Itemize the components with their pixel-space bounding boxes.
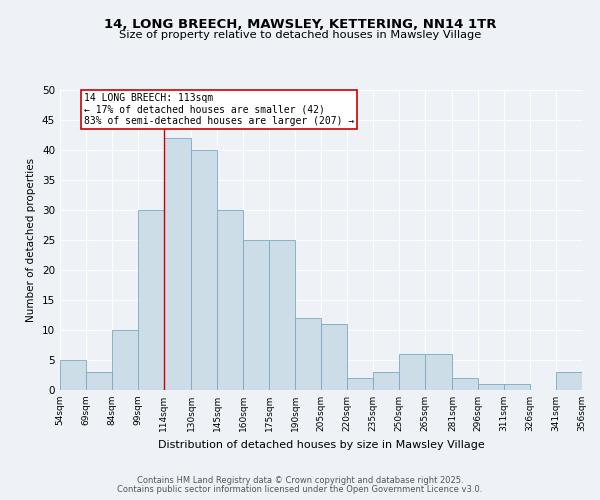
Text: Size of property relative to detached houses in Mawsley Village: Size of property relative to detached ho…	[119, 30, 481, 40]
Bar	[138, 210, 164, 390]
Bar	[191, 150, 217, 390]
Bar	[164, 138, 191, 390]
Bar	[478, 384, 504, 390]
Bar	[425, 354, 452, 390]
Bar	[295, 318, 321, 390]
Bar	[60, 360, 86, 390]
Bar	[399, 354, 425, 390]
Bar	[112, 330, 138, 390]
Bar	[347, 378, 373, 390]
Bar	[556, 372, 582, 390]
Bar	[217, 210, 243, 390]
Text: 14, LONG BREECH, MAWSLEY, KETTERING, NN14 1TR: 14, LONG BREECH, MAWSLEY, KETTERING, NN1…	[104, 18, 496, 30]
Bar	[452, 378, 478, 390]
Text: Contains HM Land Registry data © Crown copyright and database right 2025.: Contains HM Land Registry data © Crown c…	[137, 476, 463, 485]
Bar	[269, 240, 295, 390]
Bar	[243, 240, 269, 390]
Bar	[373, 372, 399, 390]
Text: Contains public sector information licensed under the Open Government Licence v3: Contains public sector information licen…	[118, 485, 482, 494]
Bar	[86, 372, 112, 390]
Bar	[582, 384, 600, 390]
Y-axis label: Number of detached properties: Number of detached properties	[26, 158, 37, 322]
Bar	[321, 324, 347, 390]
Bar	[504, 384, 530, 390]
Text: 14 LONG BREECH: 113sqm
← 17% of detached houses are smaller (42)
83% of semi-det: 14 LONG BREECH: 113sqm ← 17% of detached…	[84, 93, 355, 126]
X-axis label: Distribution of detached houses by size in Mawsley Village: Distribution of detached houses by size …	[158, 440, 484, 450]
